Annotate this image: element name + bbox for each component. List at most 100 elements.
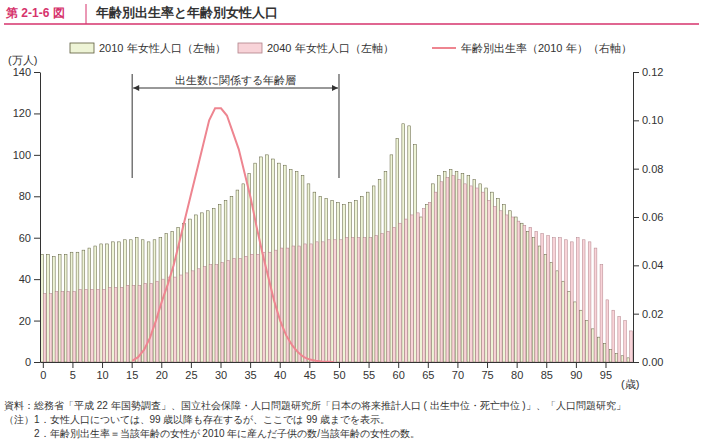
bar <box>337 203 340 363</box>
bar <box>218 205 221 362</box>
bar <box>470 186 473 362</box>
tick-mark <box>633 314 639 315</box>
bar <box>313 192 316 362</box>
tick: 20 <box>156 362 168 381</box>
bar <box>387 232 390 363</box>
bar <box>262 252 265 362</box>
tick-mark <box>457 362 458 368</box>
tick-label: 40 <box>19 273 31 285</box>
bar <box>189 219 192 362</box>
title-divider <box>86 4 87 24</box>
bar <box>621 356 624 362</box>
bar <box>559 238 562 362</box>
annotation-bg <box>172 74 300 86</box>
bar <box>245 256 248 362</box>
tick: 20 <box>19 315 40 327</box>
bar <box>458 180 461 362</box>
bar <box>618 316 621 362</box>
tick-mark <box>132 362 133 368</box>
y-axis-label: (万人) <box>8 54 37 66</box>
bar <box>381 234 384 362</box>
bar <box>185 273 188 362</box>
bar <box>108 287 111 362</box>
bar <box>254 163 257 362</box>
tick-label: 80 <box>511 369 523 381</box>
bar <box>630 331 633 362</box>
tick: 65 <box>422 362 434 381</box>
tick-mark <box>546 362 547 368</box>
bar <box>603 343 606 362</box>
tick-label: 55 <box>363 369 375 381</box>
bar <box>345 238 348 362</box>
tick-label: 30 <box>215 369 227 381</box>
tick-mark <box>633 72 639 73</box>
tick-label: 95 <box>600 369 612 381</box>
bar <box>52 256 55 362</box>
bar <box>171 232 174 363</box>
bar <box>58 254 61 362</box>
bar <box>221 263 224 362</box>
tick-label: 40 <box>274 369 286 381</box>
annotation-bracket <box>338 74 339 178</box>
bar <box>366 192 369 362</box>
bar <box>576 238 579 362</box>
bar <box>124 240 127 362</box>
annotation-text: 出生数に関係する年齢層 <box>175 74 296 87</box>
tick-label: 90 <box>570 369 582 381</box>
figure-label: 第 2-1-6 図 <box>5 6 65 20</box>
legend-label: 年齢別出生率（2010 年）（右軸） <box>461 42 632 54</box>
bar <box>514 217 517 362</box>
plot-area <box>41 108 633 362</box>
bar <box>422 209 425 362</box>
bar <box>191 271 194 362</box>
tick-mark <box>102 362 103 368</box>
bar <box>464 184 467 362</box>
bar <box>67 292 70 362</box>
y2-axis: 0.000.020.040.060.080.100.12 <box>633 66 663 368</box>
bar <box>532 238 535 362</box>
tick-label: 25 <box>185 369 197 381</box>
tick: 40 <box>274 362 286 381</box>
bar <box>420 217 423 362</box>
tick: 90 <box>570 362 582 381</box>
tick-label: 75 <box>481 369 493 381</box>
bar <box>568 292 571 362</box>
bar <box>624 321 627 362</box>
tick-label: 5 <box>70 369 76 381</box>
tick-mark <box>633 265 639 266</box>
bar <box>183 223 186 362</box>
bar <box>405 219 408 362</box>
tick: 80 <box>19 190 40 202</box>
bar <box>402 124 405 362</box>
tick: 0.02 <box>633 308 663 320</box>
tick-mark <box>34 155 40 156</box>
bar <box>242 184 245 362</box>
tick-mark <box>309 362 310 368</box>
bar <box>248 174 251 363</box>
bar <box>132 285 135 362</box>
note: 2．年齢別出生率＝当該年齢の女性が 2010 年に産んだ子供の数/当該年齢の女性… <box>4 428 420 439</box>
bar <box>482 192 485 362</box>
bar <box>316 242 319 362</box>
bar <box>580 310 583 362</box>
bar <box>153 240 156 362</box>
bar <box>61 292 64 362</box>
bar <box>570 242 573 362</box>
x-axis-line <box>41 362 634 363</box>
bar <box>597 337 600 362</box>
bar <box>411 215 414 362</box>
bar <box>236 190 239 362</box>
bar <box>600 265 603 362</box>
bar <box>174 277 177 362</box>
bar <box>485 188 488 362</box>
bar <box>432 184 435 362</box>
bar <box>384 171 387 362</box>
tick: 0 <box>40 362 46 381</box>
bar <box>449 169 452 362</box>
tick: 5 <box>70 362 76 381</box>
bar <box>278 163 281 362</box>
bar <box>266 155 269 362</box>
bar <box>272 159 275 362</box>
tick-label: 0.04 <box>642 259 663 271</box>
tick-label: 0.08 <box>642 163 663 175</box>
